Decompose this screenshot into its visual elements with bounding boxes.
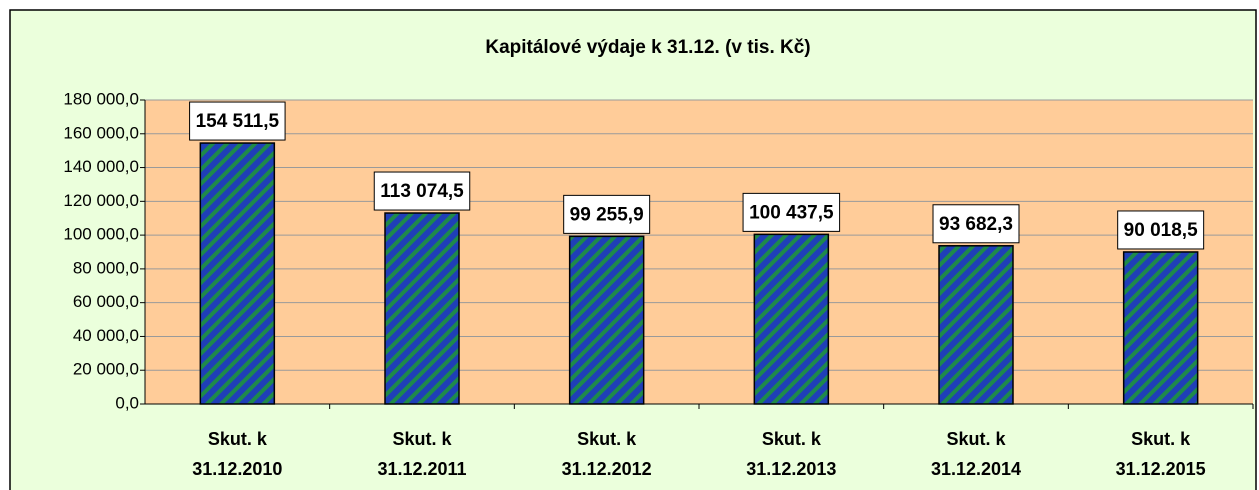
x-tick-label: Skut. k	[392, 429, 452, 449]
x-tick-label: Skut. k	[946, 429, 1006, 449]
x-tick-label: 31.12.2012	[562, 459, 652, 479]
x-tick-label: Skut. k	[208, 429, 268, 449]
x-tick-label: Skut. k	[577, 429, 637, 449]
bar	[938, 245, 1014, 405]
y-tick-label: 180 000,0	[63, 89, 139, 108]
x-tick-label: Skut. k	[1131, 429, 1191, 449]
y-tick-label: 140 000,0	[63, 157, 139, 176]
data-label-box	[373, 171, 471, 211]
y-tick-label: 40 000,0	[73, 326, 139, 345]
bar	[1122, 251, 1199, 405]
y-tick-label: 160 000,0	[63, 123, 139, 142]
data-label: 100 437,5	[749, 202, 834, 223]
data-label-box	[932, 204, 1020, 244]
data-label-box	[563, 194, 651, 234]
x-tick-label: 31.12.2010	[192, 459, 282, 479]
y-tick-label: 60 000,0	[73, 292, 139, 311]
x-tick-label: Skut. k	[762, 429, 822, 449]
y-tick-label: 120 000,0	[63, 191, 139, 210]
y-tick-label: 20 000,0	[73, 360, 139, 379]
x-tick-label: 31.12.2015	[1116, 459, 1206, 479]
plot-area	[145, 100, 1253, 404]
data-label-box	[189, 101, 286, 141]
y-tick-label: 80 000,0	[73, 258, 139, 277]
bar	[753, 233, 830, 405]
data-label: 113 074,5	[380, 181, 464, 202]
data-label: 154 511,5	[196, 111, 280, 132]
bar	[384, 212, 460, 405]
chart-title: Kapitálové výdaje k 31.12. (v tis. Kč)	[485, 37, 810, 58]
data-label-box	[742, 192, 841, 232]
y-tick-label: 100 000,0	[63, 225, 139, 244]
bar	[199, 142, 276, 405]
y-tick-label: 0,0	[115, 393, 139, 412]
data-label-box	[1117, 210, 1205, 250]
x-tick-label: 31.12.2011	[377, 459, 466, 479]
data-label: 90 018,5	[1124, 220, 1198, 241]
data-label: 93 682,3	[939, 214, 1013, 235]
data-label: 99 255,9	[570, 204, 644, 225]
x-tick-label: 31.12.2013	[746, 459, 836, 479]
bar	[568, 235, 645, 405]
x-tick-label: 31.12.2014	[931, 459, 1021, 479]
